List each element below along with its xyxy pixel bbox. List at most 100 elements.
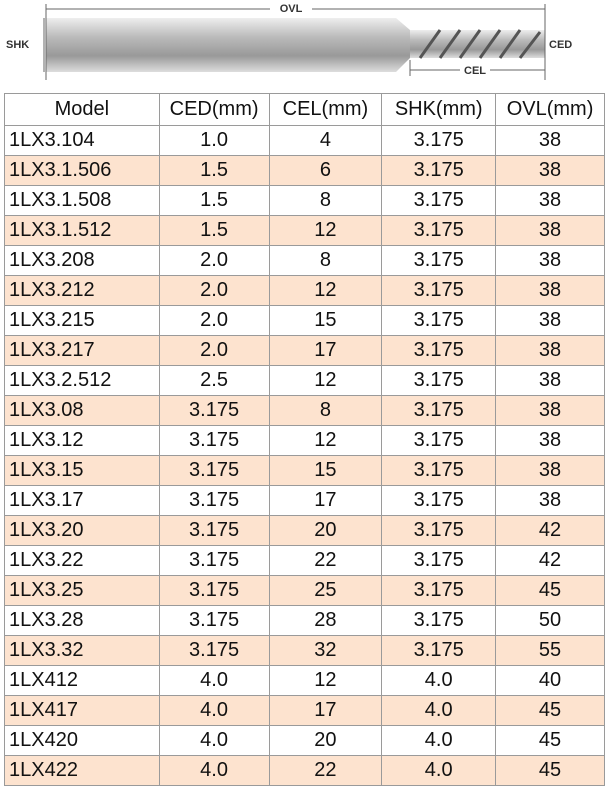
table-row: 1LX3.28 3.175 28 3.175 50 [4,605,605,636]
value-cell: 3.175 [158,635,270,666]
value-cell: 4.0 [158,725,270,756]
shank [46,18,396,72]
value-cell: 3.175 [158,455,270,486]
table-row: 1LX3.1.512 1.5 12 3.175 38 [4,215,605,246]
table-row: 1LX3.17 3.175 17 3.175 38 [4,485,605,516]
value-cell: 22 [268,545,383,576]
model-cell: 1LX420 [4,725,160,756]
value-cell: 3.175 [158,575,270,606]
table-row: 1LX3.12 3.175 12 3.175 38 [4,425,605,456]
value-cell: 8 [268,245,383,276]
value-cell: 2.0 [158,335,270,366]
cel-label: CEL [464,65,486,77]
value-cell: 17 [268,335,383,366]
model-cell: 1LX3.217 [4,335,160,366]
value-cell: 3.175 [381,395,497,426]
helix [418,29,542,59]
value-cell: 12 [268,365,383,396]
model-cell: 1LX3.1.506 [4,155,160,186]
value-cell: 3.175 [158,425,270,456]
value-cell: 12 [268,665,383,696]
shk-label: SHK [6,39,29,51]
model-cell: 1LX3.12 [4,425,160,456]
value-cell: 3.175 [381,455,497,486]
table-row: 1LX3.25 3.175 25 3.175 45 [4,575,605,606]
value-cell: 42 [495,515,605,546]
value-cell: 3.175 [381,515,497,546]
model-cell: 1LX3.104 [4,125,160,156]
model-cell: 1LX3.17 [4,485,160,516]
table-row: 1LX3.1.508 1.5 8 3.175 38 [4,185,605,216]
value-cell: 38 [495,395,605,426]
value-cell: 4 [268,125,383,156]
value-cell: 3.175 [381,125,497,156]
value-cell: 1.5 [158,185,270,216]
value-cell: 6 [268,155,383,186]
value-cell: 20 [268,725,383,756]
model-cell: 1LX3.08 [4,395,160,426]
value-cell: 3.175 [381,185,497,216]
spec-table: Model CED(mm) CEL(mm) SHK(mm) OVL(mm) 1LX3.10… [4,93,605,786]
value-cell: 4.0 [158,755,270,786]
value-cell: 3.175 [381,545,497,576]
model-cell: 1LX3.215 [4,305,160,336]
value-cell: 3.175 [381,245,497,276]
model-cell: 1LX3.1.508 [4,185,160,216]
value-cell: 40 [495,665,605,696]
value-cell: 4.0 [381,725,497,756]
model-cell: 1LX3.20 [4,515,160,546]
model-cell: 1LX422 [4,755,160,786]
value-cell: 38 [495,425,605,456]
model-cell: 1LX3.25 [4,575,160,606]
value-cell: 1.0 [158,125,270,156]
table-row: 1LX3.15 3.175 15 3.175 38 [4,455,605,486]
value-cell: 4.0 [381,665,497,696]
value-cell: 3.175 [381,635,497,666]
value-cell: 15 [268,455,383,486]
value-cell: 4.0 [381,695,497,726]
value-cell: 45 [495,695,605,726]
value-cell: 38 [495,335,605,366]
model-cell: 1LX3.28 [4,605,160,636]
ovl-label: OVL [280,3,303,15]
value-cell: 45 [495,575,605,606]
model-cell: 1LX3.22 [4,545,160,576]
value-cell: 3.175 [158,605,270,636]
header-cell: OVL(mm) [495,93,605,126]
value-cell: 38 [495,485,605,516]
value-cell: 12 [268,425,383,456]
value-cell: 8 [268,395,383,426]
header-cell: CEL(mm) [268,93,383,126]
value-cell: 38 [495,275,605,306]
value-cell: 2.0 [158,305,270,336]
model-cell: 1LX3.32 [4,635,160,666]
table-row: 1LX3.217 2.0 17 3.175 38 [4,335,605,366]
value-cell: 4.0 [158,665,270,696]
value-cell: 38 [495,155,605,186]
header-cell: Model [4,93,160,126]
value-cell: 32 [268,635,383,666]
value-cell: 55 [495,635,605,666]
value-cell: 3.175 [158,395,270,426]
value-cell: 3.175 [158,515,270,546]
model-cell: 1LX3.1.512 [4,215,160,246]
model-cell: 1LX3.2.512 [4,365,160,396]
value-cell: 22 [268,755,383,786]
value-cell: 3.175 [381,575,497,606]
value-cell: 8 [268,185,383,216]
table-row: 1LX3.08 3.175 8 3.175 38 [4,395,605,426]
value-cell: 25 [268,575,383,606]
value-cell: 38 [495,245,605,276]
model-cell: 1LX3.208 [4,245,160,276]
value-cell: 17 [268,485,383,516]
header-cell: SHK(mm) [381,93,497,126]
header-row: Model CED(mm) CEL(mm) SHK(mm) OVL(mm) [4,93,605,126]
value-cell: 38 [495,455,605,486]
value-cell: 3.175 [381,275,497,306]
value-cell: 38 [495,305,605,336]
model-cell: 1LX3.15 [4,455,160,486]
value-cell: 3.175 [381,215,497,246]
value-cell: 12 [268,215,383,246]
value-cell: 1.5 [158,155,270,186]
